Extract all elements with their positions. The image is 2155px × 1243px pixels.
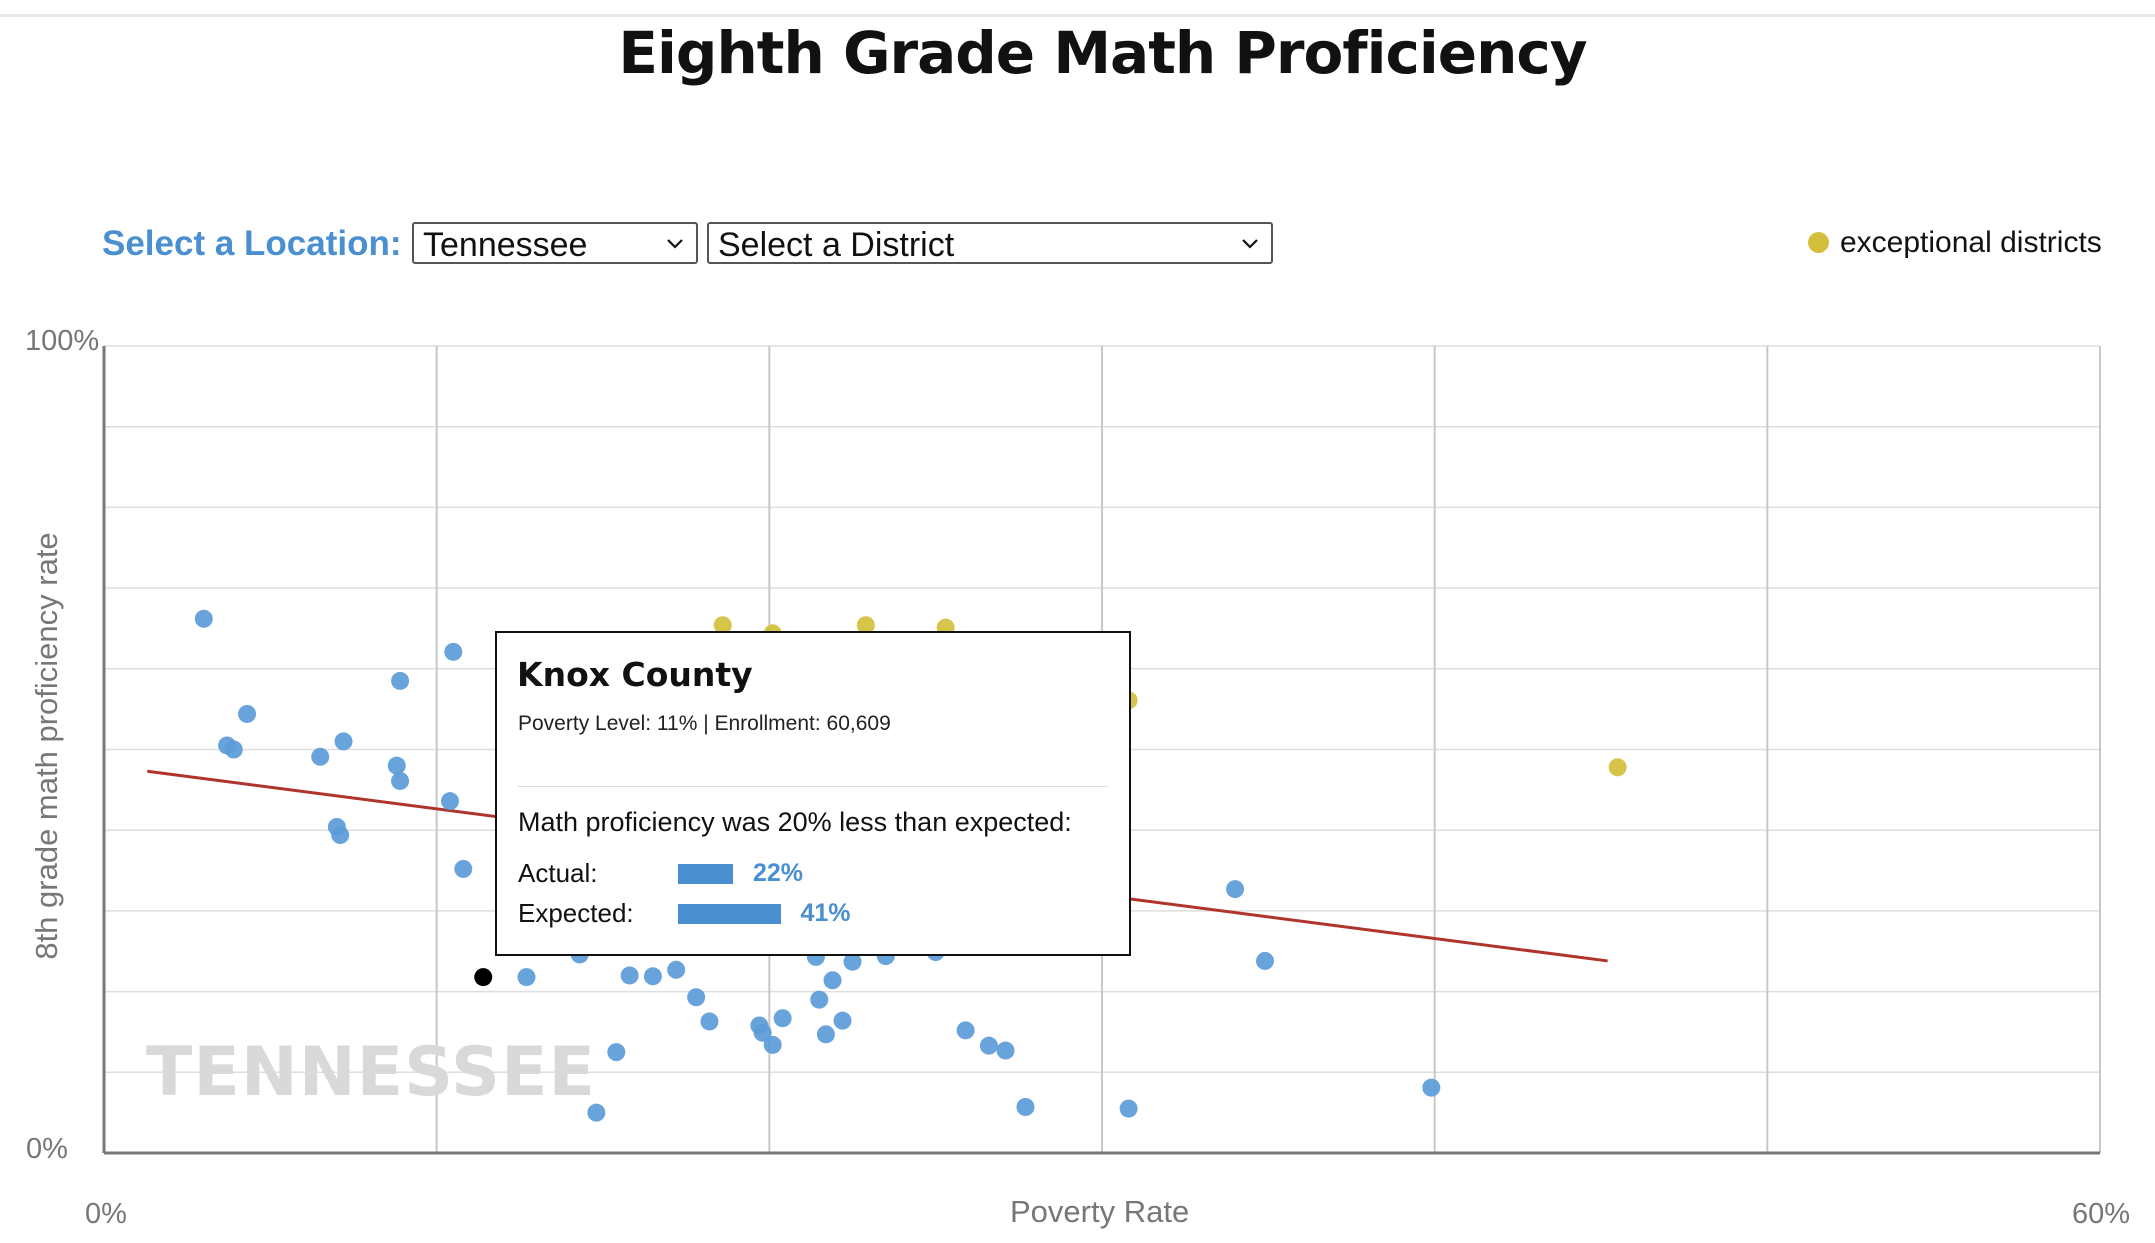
tooltip-district-name: Knox County [517, 655, 753, 694]
regular-district-point [224, 740, 243, 759]
regular-district-point [607, 1043, 626, 1062]
regular-district-point [440, 792, 459, 811]
regular-district-point [1422, 1078, 1441, 1097]
y-axis-title: 8th grade math proficiency rate [29, 532, 64, 960]
regular-district-point [1226, 880, 1245, 899]
regular-district-point [763, 1035, 782, 1054]
regular-district-point [1119, 1099, 1138, 1118]
selected-district-point [474, 968, 493, 987]
regular-district-point [753, 1023, 772, 1042]
state-watermark: TENNESSEE [146, 1033, 596, 1112]
district-select[interactable]: Select a District [707, 222, 1273, 264]
regular-district-point [444, 642, 463, 661]
regular-district-point [331, 826, 350, 845]
regular-district-point [391, 671, 410, 690]
tooltip-divider [518, 786, 1108, 787]
tooltip-expected-value: 41% [800, 899, 851, 927]
district-tooltip: Knox County Poverty Level: 11% | Enrollm… [495, 631, 1131, 956]
regular-district-point [620, 966, 639, 985]
legend-label: exceptional districts [1840, 226, 2102, 259]
tooltip-expected-bar [678, 904, 781, 924]
location-select[interactable]: Tennessee [412, 222, 698, 264]
regular-district-point [823, 971, 842, 990]
exceptional-district-point [713, 616, 732, 635]
chevron-down-icon [1242, 239, 1258, 249]
top-divider [0, 14, 2155, 17]
regular-district-point [843, 952, 862, 971]
tooltip-actual-label: Actual: [518, 858, 598, 888]
y-tick-label: 0% [26, 1133, 68, 1165]
regular-district-point [956, 1021, 975, 1040]
regular-district-point [454, 859, 473, 878]
tooltip-message: Math proficiency was 20% less than expec… [518, 807, 1072, 837]
regular-district-point [1016, 1098, 1035, 1117]
exceptional-district-point [856, 616, 875, 635]
regular-district-point [194, 609, 213, 628]
x-axis-title: Poverty Rate [1010, 1194, 1190, 1229]
tooltip-actual-value: 22% [753, 859, 804, 887]
regular-district-point [1256, 951, 1275, 970]
location-select-value: Tennessee [423, 226, 588, 264]
regular-district-point [687, 988, 706, 1007]
regular-district-point [387, 756, 406, 775]
regular-district-point [238, 704, 257, 723]
exceptional-legend-marker [1808, 232, 1829, 253]
regular-district-point [833, 1011, 852, 1030]
regular-district-point [587, 1103, 606, 1122]
x-tick-label: 0% [85, 1198, 127, 1230]
district-select-value: Select a District [718, 226, 955, 264]
exceptional-district-point [1608, 758, 1627, 777]
tooltip-expected-label: Expected: [518, 898, 634, 928]
regular-district-point [311, 747, 330, 766]
regular-district-point [391, 771, 410, 790]
regular-district-point [667, 960, 686, 979]
tooltip-actual-bar [678, 864, 733, 884]
regular-district-point [643, 967, 662, 986]
regular-district-point [700, 1012, 719, 1031]
regular-district-point [773, 1009, 792, 1028]
regular-district-point [334, 732, 353, 751]
regular-district-point [979, 1036, 998, 1055]
page-title: Eighth Grade Math Proficiency [618, 19, 1587, 87]
regular-district-point [517, 968, 536, 987]
regular-district-point [816, 1025, 835, 1044]
regular-district-point [996, 1041, 1015, 1060]
tooltip-meta: Poverty Level: 11% | Enrollment: 60,609 [518, 712, 891, 735]
x-tick-label: 60% [2072, 1198, 2131, 1230]
regular-district-point [810, 990, 829, 1009]
location-label: Select a Location: [102, 224, 402, 263]
chevron-down-icon [667, 239, 683, 249]
y-tick-label: 100% [25, 325, 100, 357]
